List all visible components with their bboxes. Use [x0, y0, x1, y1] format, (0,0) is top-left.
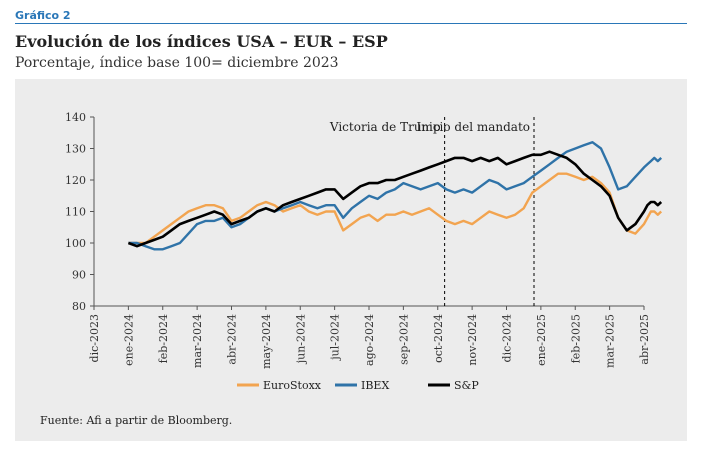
x-tick-label: ene-2025 [535, 314, 548, 366]
x-tick-label: dic-2023 [88, 314, 101, 362]
x-tick-label: ago-2024 [363, 314, 376, 366]
x-tick-label: jul-2024 [329, 314, 342, 362]
x-tick-label: abr-2024 [226, 314, 239, 365]
x-tick-label: ene-2024 [122, 314, 135, 366]
x-tick-label: mar-2024 [191, 314, 204, 368]
x-tick-label: dic-2024 [501, 314, 514, 362]
y-tick-label: 110 [65, 206, 86, 219]
legend-label: S&P [454, 379, 479, 392]
x-tick-label: may-2024 [260, 314, 273, 369]
chart-kicker: Gráfico 2 [15, 9, 71, 22]
x-tick-label: sep-2024 [397, 314, 410, 365]
series-line-sp [127, 150, 663, 248]
annotation-label: Inicio del mandato [417, 120, 530, 134]
series-line-eurostoxx [128, 172, 663, 245]
x-tick-label: abr-2025 [638, 314, 651, 365]
x-tick-label: jun-2024 [294, 314, 307, 365]
x-tick-label: feb-2025 [569, 314, 582, 363]
legend-label: IBEX [361, 379, 389, 392]
series-line-ibex [128, 141, 663, 251]
annotation-label: Victoria de Trump [329, 120, 441, 134]
chart-subtitle: Porcentaje, índice base 100= diciembre 2… [15, 55, 339, 71]
source-note: Fuente: Afi a partir de Bloomberg. [40, 414, 233, 427]
y-tick-label: 80 [72, 300, 86, 313]
chart-panel: 80 90 100 110 120 130 140 dic-2023 ene-2024 feb-2… [15, 79, 687, 441]
y-tick-label: 140 [65, 111, 86, 124]
legend-label: EuroStoxx [263, 379, 322, 392]
y-tick-label: 130 [65, 143, 86, 156]
y-tick-label: 90 [72, 269, 86, 282]
line-chart: 80 90 100 110 120 130 140 dic-2023 ene-2024 feb-2… [65, 111, 663, 392]
y-tick-label: 100 [65, 237, 86, 250]
header-rule [15, 23, 687, 24]
x-tick-label: feb-2024 [157, 314, 170, 363]
chart-title: Evolución de los índices USA – EUR – ESP [15, 32, 388, 51]
x-tick-label: nov-2024 [466, 314, 479, 366]
x-tick-label: mar-2025 [604, 314, 617, 368]
y-tick-label: 120 [65, 174, 86, 187]
x-tick-label: oct-2024 [432, 314, 445, 363]
